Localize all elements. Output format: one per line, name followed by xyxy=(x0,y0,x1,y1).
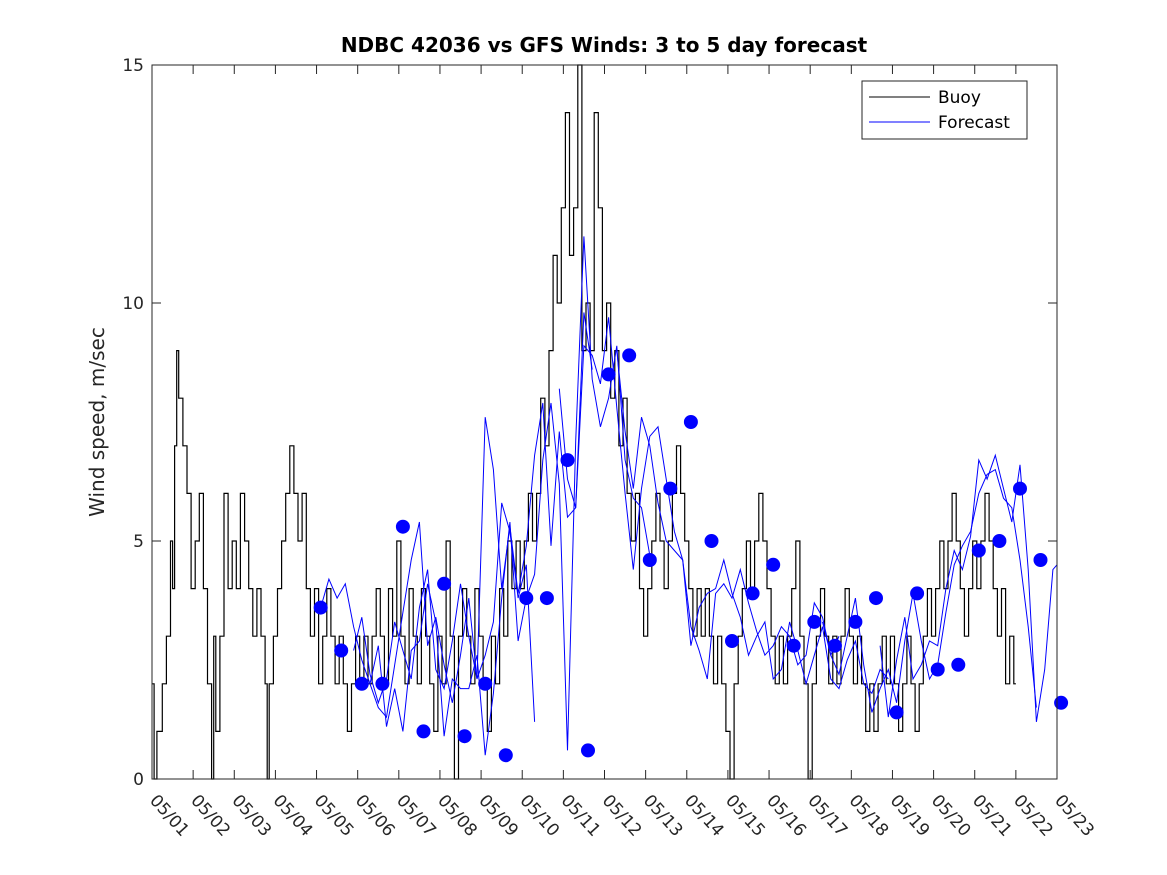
forecast-marker xyxy=(889,705,904,720)
forecast-run-line xyxy=(616,350,889,695)
forecast-marker xyxy=(395,519,410,534)
y-axis-ticks: 0 5 10 15 xyxy=(122,56,1057,790)
forecast-marker xyxy=(683,415,698,429)
forecast-marker xyxy=(478,676,493,691)
forecast-marker xyxy=(375,676,390,691)
forecast-marker-layer xyxy=(313,348,1069,763)
forecast-marker xyxy=(560,453,575,468)
forecast-marker xyxy=(601,367,616,382)
forecast-marker xyxy=(704,534,719,548)
forecast-marker xyxy=(745,586,760,601)
buoy-series-layer xyxy=(152,64,1016,780)
forecast-marker xyxy=(642,553,657,567)
y-tick-label: 5 xyxy=(133,532,144,552)
forecast-marker xyxy=(992,534,1007,548)
forecast-marker xyxy=(437,576,452,591)
legend-box xyxy=(861,80,1028,140)
forecast-run-line xyxy=(353,312,593,705)
forecast-marker xyxy=(416,724,431,739)
buoy-series-line xyxy=(152,64,1016,780)
forecast-marker xyxy=(807,614,822,629)
forecast-marker xyxy=(786,638,801,653)
forecast-run-line xyxy=(879,453,1058,722)
forecast-marker xyxy=(848,614,863,629)
forecast-marker xyxy=(622,348,637,363)
forecast-marker xyxy=(334,643,349,658)
forecast-run-line xyxy=(369,236,651,756)
forecast-marker xyxy=(313,600,328,615)
forecast-marker xyxy=(457,729,472,744)
forecast-marker xyxy=(930,662,945,677)
forecast-marker xyxy=(766,557,781,572)
forecast-marker xyxy=(1033,553,1048,567)
forecast-marker xyxy=(581,743,595,758)
legend-label-buoy: Buoy xyxy=(938,88,981,108)
y-tick-label: 15 xyxy=(122,56,144,76)
legend: Buoy Forecast xyxy=(861,80,1028,140)
legend-label-forecast: Forecast xyxy=(938,113,1010,133)
y-axis-label: Wind speed, m/sec xyxy=(85,327,109,517)
chart-title: NDBC 42036 vs GFS Winds: 3 to 5 day fore… xyxy=(341,33,868,57)
forecast-marker xyxy=(869,591,883,606)
forecast-marker xyxy=(498,748,513,763)
forecast-marker xyxy=(951,657,966,672)
forecast-marker xyxy=(663,481,678,496)
forecast-marker xyxy=(725,634,739,648)
forecast-series-layer xyxy=(320,236,1058,756)
y-tick-label: 0 xyxy=(133,770,144,790)
forecast-marker xyxy=(971,543,986,558)
forecast-marker xyxy=(539,591,554,606)
forecast-marker xyxy=(910,586,925,601)
forecast-marker xyxy=(519,591,534,606)
forecast-marker xyxy=(827,638,842,653)
forecast-marker xyxy=(1054,695,1069,710)
forecast-marker xyxy=(354,676,369,691)
y-tick-label: 10 xyxy=(122,294,144,314)
forecast-marker xyxy=(1013,481,1027,496)
plot-area xyxy=(152,65,1057,779)
